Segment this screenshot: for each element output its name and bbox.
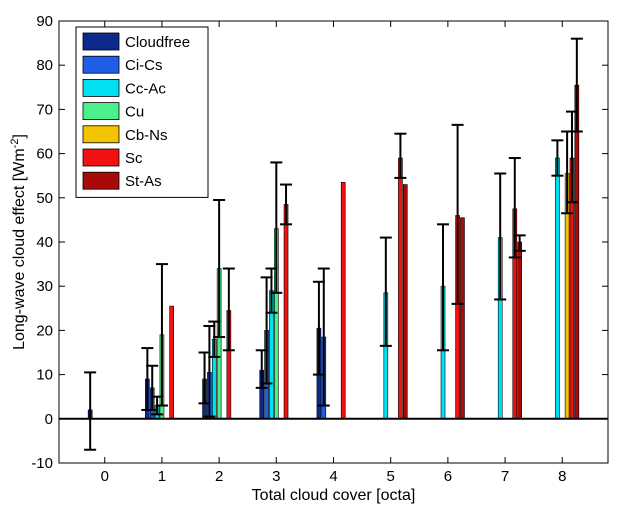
axes-group: 0 1 2 3 4 5 6 7 8 -10 0 10 20 30 40 50 60 70 80 90 [31,13,609,485]
y-tick-label: 60 [36,146,53,163]
legend-label-sc: Sc [125,150,143,167]
bar-cc-ac-8 [555,157,560,420]
legend: Cloudfree Ci-Cs Cc-Ac Cu Cb-Ns Sc St-As [75,26,209,198]
legend-label-cb-ns: Cb-Ns [125,127,168,144]
x-tick-label: 0 [101,468,109,485]
legend-label-st-as: St-As [125,173,162,190]
legend-swatch-cloudfree [82,32,120,51]
x-tick-label: 1 [158,468,166,485]
y-axis-title-sup: -2 [9,139,21,149]
legend-label-cu: Cu [125,104,144,121]
x-tick-label: 5 [387,468,395,485]
legend-label-cloudfree: Cloudfree [125,34,190,51]
legend-label-cc-ac: Cc-Ac [125,80,166,97]
y-tick-label: 90 [36,13,53,30]
y-tick-label: 0 [45,411,53,428]
bar-st-as-7 [517,241,522,420]
y-axis-title-end: ] [11,134,28,138]
legend-swatch-ci-cs [82,55,120,74]
bar-sc-5 [398,157,403,420]
x-tick-label: 2 [215,468,223,485]
legend-swatch-st-as [82,171,120,190]
errorbars-group [84,37,583,451]
y-axis-title: Long-wave cloud effect [Wm-2] [9,134,28,350]
legend-label-ci-cs: Ci-Cs [125,57,163,74]
bar-sc-3 [283,204,289,420]
bar-st-as-6 [460,217,465,420]
y-tick-label: 50 [36,190,53,207]
bar-sc-1 [169,305,174,420]
legend-swatch-cc-ac [82,79,120,97]
x-tick-label: 3 [272,468,280,485]
bar-st-as-8 [574,84,580,420]
legend-swatch-sc [82,148,120,167]
legend-swatch-cb-ns [82,125,120,144]
x-tick-label: 4 [329,468,337,485]
y-tick-label: 20 [36,322,53,339]
y-tick-label: 30 [36,278,53,295]
y-tick-label: 80 [36,57,53,74]
y-tick-label: 10 [36,367,53,384]
x-tick-label: 6 [444,468,452,485]
y-tick-label: -10 [31,455,53,472]
x-tick-label: 8 [558,468,566,485]
legend-swatch-cu [82,102,120,120]
x-tick-label: 7 [501,468,509,485]
x-axis-title: Total cloud cover [octa] [252,487,416,504]
y-axis-title-main: Long-wave cloud effect [Wm [11,148,28,350]
bar-st-as-5 [402,184,408,420]
y-tick-label: 70 [36,101,53,118]
bar-sc-4 [340,182,346,420]
y-tick-label: 40 [36,234,53,251]
